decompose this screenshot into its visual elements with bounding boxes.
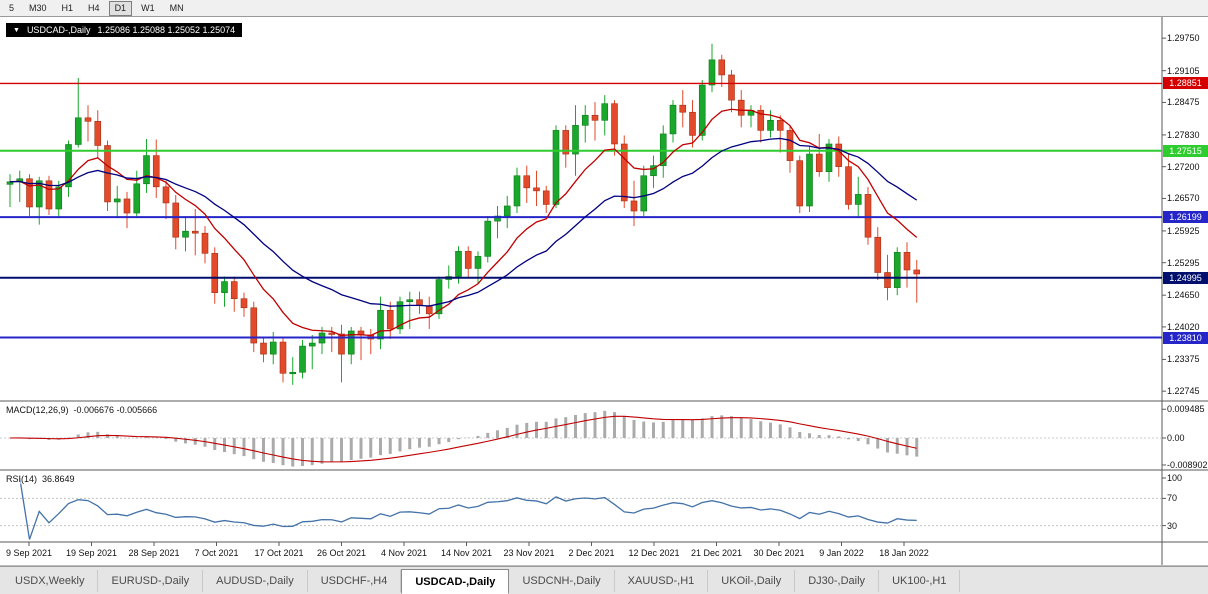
ma-slow	[9, 137, 918, 307]
macd-axis-label: -0.008902	[1167, 459, 1208, 470]
rsi-panel-layer	[0, 477, 1162, 540]
chart-title-box: ▼ USDCAD-,Daily 1.25086 1.25088 1.25052 …	[6, 23, 243, 37]
date-axis-label: 7 Oct 2021	[194, 548, 239, 558]
axis-tick-marks	[28, 37, 1166, 546]
timeframe-button-w1[interactable]: W1	[141, 2, 155, 13]
price-axis-label: 1.26570	[1167, 193, 1200, 204]
ma-slow-line	[9, 137, 918, 307]
rsi-name: RSI(14)	[6, 474, 38, 484]
timeframe-button-h4[interactable]: H4	[88, 2, 100, 13]
rsi-indicator-label: RSI(14) 36.8649	[6, 474, 80, 484]
hline-price-badge[interactable]: 1.27515	[1163, 144, 1208, 157]
tab-usdcnh-daily[interactable]: USDCNH-,Daily	[509, 570, 615, 592]
tab-uk100-h1[interactable]: UK100-,H1	[879, 570, 961, 592]
ma-fast-line	[9, 108, 918, 337]
hline-price-badge[interactable]: 1.28851	[1163, 77, 1208, 90]
date-axis-label: 18 Jan 2022	[879, 548, 929, 558]
timeframe-button-m30[interactable]: M30	[29, 2, 47, 13]
price-axis-label: 1.29105	[1167, 65, 1200, 76]
price-axis-label: 1.25925	[1167, 225, 1200, 236]
tab-usdchf-h4[interactable]: USDCHF-,H4	[308, 570, 402, 592]
hline-price-badge[interactable]: 1.26199	[1163, 211, 1208, 224]
panel-separators	[0, 17, 1208, 566]
price-axis-label: 1.29750	[1167, 33, 1200, 44]
date-axis-label: 14 Nov 2021	[440, 548, 493, 558]
date-axis-label: 9 Jan 2022	[819, 548, 864, 558]
price-axis-label: 1.22745	[1167, 386, 1200, 397]
timeframe-button-5[interactable]: 5	[9, 2, 15, 13]
date-axis-label: 17 Oct 2021	[254, 548, 304, 558]
macd-axis-label: 0.009485	[1167, 404, 1205, 415]
price-axis-label: 1.28475	[1167, 97, 1200, 108]
tab-audusd-daily[interactable]: AUDUSD-,Daily	[203, 570, 308, 592]
rsi-axis-label: 100	[1167, 473, 1183, 483]
support-resistance-lines	[0, 82, 1162, 339]
collapse-triangle-icon[interactable]: ▼	[13, 26, 20, 34]
tab-dj30-daily[interactable]: DJ30-,Daily	[795, 570, 880, 592]
hline-price-badge[interactable]: 1.24995	[1163, 271, 1208, 284]
chart-canvas[interactable]	[0, 17, 1208, 566]
rsi-axis-label: 30	[1167, 520, 1178, 531]
macd-indicator-label: MACD(12,26,9) -0.006676 -0.005666	[6, 405, 163, 415]
rsi-value: 36.8649	[42, 474, 75, 484]
tab-eurusd-daily[interactable]: EURUSD-,Daily	[98, 570, 204, 592]
hline-price-badge[interactable]: 1.23810	[1163, 331, 1208, 344]
timeframe-button-mn[interactable]: MN	[169, 2, 184, 13]
timeframe-toolbar: 5 M30 H1 H4 D1 W1 MN	[0, 0, 1208, 17]
ma-fast	[9, 108, 918, 337]
date-axis-label: 23 Nov 2021	[503, 548, 555, 558]
macd-values: -0.006676 -0.005666	[73, 405, 158, 415]
rsi-axis-label: 70	[1167, 493, 1178, 504]
chart-symbol-title: USDCAD-,Daily	[26, 25, 91, 35]
date-axis-label: 4 Nov 2021	[380, 548, 428, 558]
date-axis-label: 30 Dec 2021	[753, 548, 805, 558]
price-axis-label: 1.25295	[1167, 257, 1200, 268]
date-axis-label: 28 Sep 2021	[128, 548, 180, 558]
date-axis-label: 21 Dec 2021	[690, 548, 743, 558]
date-axis-label: 12 Dec 2021	[628, 548, 680, 558]
rsi-line	[19, 477, 917, 540]
price-axis-label: 1.24650	[1167, 290, 1200, 301]
macd-axis-label: 0.00	[1167, 433, 1185, 443]
tab-usdx-weekly[interactable]: USDX,Weekly	[2, 570, 99, 592]
timeframe-button-d1[interactable]: D1	[108, 0, 133, 16]
symbol-tabbar: USDX,Weekly EURUSD-,Daily AUDUSD-,Daily USD…	[0, 566, 1208, 594]
price-axis-label: 1.24020	[1167, 321, 1200, 332]
tab-usdcad-daily[interactable]: USDCAD-,Daily	[401, 569, 510, 594]
chart-ohlc-values: 1.25086 1.25088 1.25052 1.25074	[97, 25, 236, 35]
date-axis-label: 2 Dec 2021	[568, 548, 615, 558]
tab-ukoil-daily[interactable]: UKOil-,Daily	[708, 570, 796, 592]
timeframe-button-h1[interactable]: H1	[61, 2, 74, 13]
macd-name: MACD(12,26,9)	[6, 405, 69, 415]
price-axis-label: 1.23375	[1167, 354, 1200, 365]
date-axis-label: 9 Sep 2021	[5, 548, 53, 558]
date-axis-label: 19 Sep 2021	[65, 548, 118, 558]
price-axis-label: 1.27200	[1167, 161, 1200, 172]
candlesticks-layer	[6, 43, 921, 385]
date-axis-label: 26 Oct 2021	[316, 548, 367, 558]
macd-signal-line	[9, 415, 917, 463]
tab-xauusd-h1[interactable]: XAUUSD-,H1	[615, 570, 709, 592]
chart-area[interactable]: ▼ USDCAD-,Daily 1.25086 1.25088 1.25052 …	[0, 17, 1208, 566]
macd-panel-layer	[0, 410, 1162, 467]
price-axis-label: 1.27830	[1167, 129, 1200, 140]
